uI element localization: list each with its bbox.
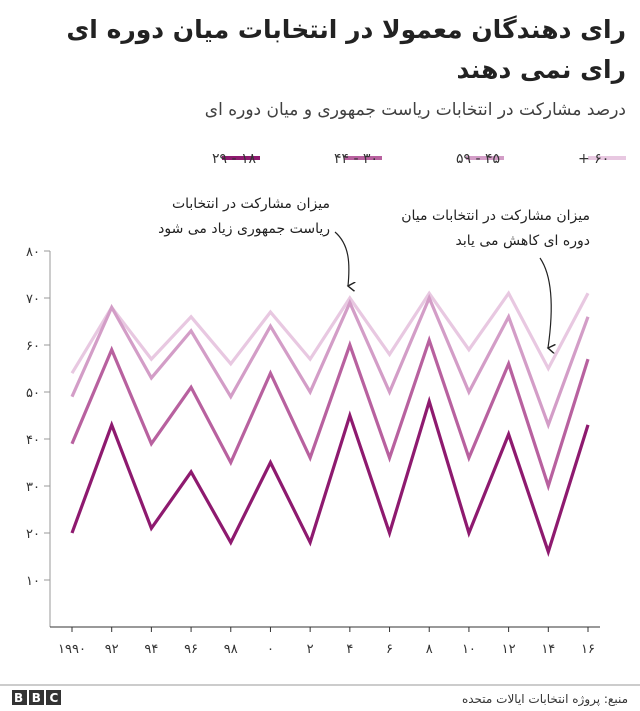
annotation: ریاست جمهوری زیاد می شود xyxy=(158,221,330,237)
series-line xyxy=(70,395,590,557)
annotation: میزان مشارکت در انتخابات xyxy=(172,196,330,212)
y-tick-label: ۳۰ xyxy=(26,480,40,495)
legend-label: ۱۸ - ۲۹ xyxy=(212,151,257,167)
x-tick-label: ۱۶ xyxy=(581,642,595,657)
y-tick-label: ۸۰ xyxy=(26,245,40,260)
x-tick-label: ۹۸ xyxy=(224,642,238,657)
x-tick-label: ۹۲ xyxy=(105,642,119,657)
legend-label: ۴۵ - ۵۹ xyxy=(456,151,500,167)
y-tick-label: ۵۰ xyxy=(26,386,40,401)
y-tick-label: ۷۰ xyxy=(26,292,40,307)
x-tick-label: ۹۶ xyxy=(184,642,198,657)
logo: BBC xyxy=(14,691,67,705)
annotation: دوره ای کاهش می یابد xyxy=(456,233,590,249)
legend-label: ۶۰ + xyxy=(578,151,609,167)
x-tick-label: ۱۴ xyxy=(541,642,555,657)
x-tick-label: ۶ xyxy=(386,642,393,657)
y-tick-label: ۶۰ xyxy=(26,339,40,354)
legend-label: ۳۰ - ۴۴ xyxy=(334,151,378,167)
logo-box xyxy=(12,690,27,705)
x-tick-label: ۹۴ xyxy=(144,642,158,657)
x-tick-label: ۱۲ xyxy=(502,642,516,657)
x-tick-label: ۰ xyxy=(267,642,274,657)
logo-box xyxy=(46,690,61,705)
x-tick-label: ۱۰ xyxy=(462,642,476,657)
source: منبع: پروژه انتخابات ایالات متحده xyxy=(462,692,628,707)
series-line xyxy=(70,290,590,375)
annotation-arrow xyxy=(539,257,551,348)
chart-subtitle: درصد مشارکت در انتخابات ریاست جمهوری و م… xyxy=(204,100,626,120)
series-line xyxy=(70,293,590,430)
logo-box xyxy=(29,690,44,705)
y-tick-label: ۲۰ xyxy=(26,527,40,542)
y-tick-label: ۴۰ xyxy=(26,433,40,448)
y-tick-label: ۱۰ xyxy=(26,574,40,589)
x-tick-label: ۸ xyxy=(426,642,433,657)
x-tick-label: ۲ xyxy=(307,642,314,657)
annotation-arrow xyxy=(334,231,349,286)
chart-title: رای دهندگان معمولا در انتخابات میان دوره… xyxy=(66,15,626,84)
x-tick-label: ۱۹۹۰ xyxy=(58,642,86,657)
annotation: میزان مشارکت در انتخابات میان xyxy=(401,208,590,224)
series-line xyxy=(70,335,590,492)
x-tick-label: ۴ xyxy=(346,642,353,657)
